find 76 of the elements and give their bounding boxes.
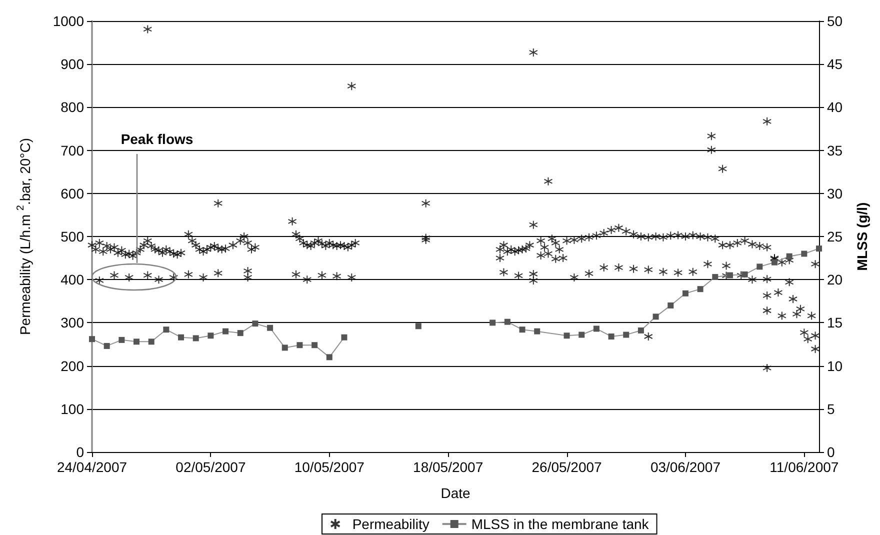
point [668,302,674,308]
x-axis-title: Date [440,485,470,501]
point [163,326,170,333]
legend-label: Permeability [352,516,430,532]
point [267,324,274,331]
point [326,354,332,360]
y2-tick-label: 20 [827,272,843,288]
y-tick-label: 200 [60,358,84,374]
point [801,250,808,257]
y2-tick-label: 15 [827,314,843,331]
point [118,336,125,343]
y2-tick-label: 0 [827,444,835,460]
x-tick-label: 03/06/2007 [650,459,721,475]
y2-tick-label: 50 [827,13,843,29]
y-tick-label: 500 [60,228,84,244]
y-tick-label: 600 [60,185,84,202]
point [252,320,258,327]
point [341,334,348,340]
point [712,274,718,280]
y-tick-label: 800 [60,99,84,116]
legend-label: MLSS in the membrane tank [471,516,650,532]
point [134,338,140,345]
y2-tick-label: 30 [827,185,843,202]
point [786,253,792,260]
point [593,326,600,332]
y2-tick-label: 40 [827,99,843,116]
point [208,332,214,339]
point [504,318,510,325]
point [726,272,733,278]
point [222,328,229,334]
x-tick-label: 24/04/2007 [56,459,128,475]
y-tick-label: 100 [60,400,84,417]
y-axis-title: Permeability (L/h.m 2.bar, 20°C) [16,138,33,336]
y2-tick-label: 35 [827,142,843,158]
y2-tick-label: 45 [827,56,843,72]
point [519,326,526,333]
point [192,335,199,342]
x-tick-label: 02/05/2007 [176,459,246,475]
annotation: Peak flows [120,131,194,147]
point [578,332,585,338]
x-tick-label: 26/05/2007 [532,459,602,475]
point [816,246,822,252]
point [89,336,95,342]
point [237,330,244,336]
x-tick-label: 11/06/2007 [770,459,839,475]
x-tick-label: 18/05/2007 [413,459,484,475]
point [771,259,778,266]
y2-axis-title: MLSS (g/l) [854,202,870,271]
point [697,286,704,292]
y-tick-label: 0 [76,444,84,460]
point [756,264,763,270]
y-tick-label: 700 [60,142,84,158]
point [623,332,630,338]
y2-tick-label: 5 [827,400,835,417]
y2-tick-label: 25 [827,228,843,244]
point [742,271,748,278]
y-tick-label: 300 [60,314,84,331]
y2-tick-label: 10 [827,358,843,374]
point [682,290,688,296]
y-tick-label: 1000 [52,13,84,29]
point [104,342,110,349]
point [148,338,154,345]
point [534,328,540,334]
point [415,323,422,330]
point [178,334,184,340]
point [652,314,659,320]
point [296,342,303,348]
x-tick-label: 10/05/2007 [294,459,365,475]
y-tick-label: 400 [60,272,84,288]
point [608,333,614,340]
point [638,327,644,334]
point [312,342,318,348]
point [490,320,496,326]
point [282,344,288,351]
y-tick-label: 900 [60,56,84,72]
point [564,332,570,339]
